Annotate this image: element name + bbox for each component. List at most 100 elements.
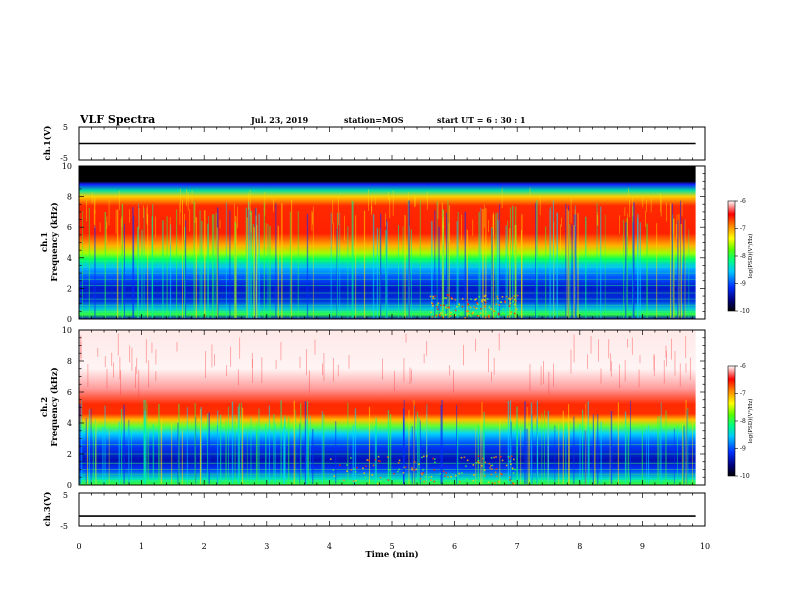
emission-dot	[490, 457, 493, 459]
emission-dot	[491, 309, 494, 312]
emission-dot	[412, 478, 415, 481]
emission-dot	[513, 295, 516, 297]
x-tick-label: 8	[577, 542, 582, 551]
emission-dot	[404, 466, 407, 469]
emission-dot	[434, 316, 437, 318]
emission-dot	[488, 305, 491, 308]
emission-dot	[510, 455, 513, 457]
date-label: Jul. 23, 2019	[250, 115, 309, 125]
emission-dot	[479, 312, 482, 314]
emission-dot	[454, 480, 457, 483]
emission-dot	[454, 309, 457, 312]
emission-dot	[486, 298, 489, 300]
emission-dot	[477, 455, 480, 457]
emission-dot	[467, 310, 470, 312]
emission-dot	[500, 472, 502, 475]
emission-dot	[419, 477, 422, 480]
emission-dot	[436, 306, 438, 308]
emission-dot	[398, 468, 400, 471]
emission-dot	[421, 456, 423, 459]
ch1-spectrogram-panel: 0 2 4 6 8 10 ch.1 Frequency (kHz)	[40, 162, 706, 324]
emission-dot	[388, 469, 390, 471]
y-tick-label: 2	[67, 450, 72, 459]
emission-dot	[494, 471, 497, 474]
emission-dot	[478, 315, 480, 317]
emission-dot	[484, 299, 486, 302]
emission-dot	[510, 463, 512, 465]
emission-dot	[469, 306, 472, 309]
emission-dot	[362, 467, 364, 470]
emission-dot	[498, 481, 501, 483]
emission-dot	[458, 481, 461, 483]
emission-dot	[512, 482, 514, 485]
emission-dot	[343, 479, 345, 482]
ch3-voltage-ylabel: ch.3(V)	[42, 492, 53, 527]
emission-dot	[431, 316, 434, 318]
x-tick-label: 1	[139, 542, 144, 551]
emission-dot	[497, 313, 500, 316]
emission-dot	[513, 458, 515, 461]
ch2-spectrogram-stripes	[79, 333, 696, 485]
x-tick-label: 2	[202, 542, 207, 551]
emission-dot	[447, 476, 449, 478]
emission-dot	[443, 297, 446, 299]
emission-dot	[504, 480, 507, 483]
colorbar-tick-label: -7	[740, 391, 746, 398]
emission-dot	[499, 455, 502, 458]
x-axis-label: Time (min)	[365, 549, 418, 560]
ch1-voltage-ylabel: ch.1(V)	[42, 126, 53, 161]
emission-dot	[380, 480, 382, 482]
emission-dot	[465, 465, 467, 468]
x-tick-label: 9	[640, 542, 645, 551]
emission-dot	[461, 298, 464, 300]
emission-dot	[368, 459, 370, 462]
colorbar-tick-label: -10	[740, 308, 750, 315]
emission-dot	[508, 476, 511, 478]
emission-dot	[432, 295, 435, 298]
x-tick-label: 6	[452, 542, 457, 551]
emission-dot	[436, 304, 438, 306]
emission-dot	[346, 470, 348, 473]
ch1-colorbar: -6 -7 -8 -9 -10 log(PSD)(V²/Hz)	[727, 198, 754, 315]
ch1-colorbar-gradient	[727, 200, 736, 312]
emission-dot	[466, 310, 468, 313]
emission-dot	[387, 456, 389, 458]
emission-dot	[475, 307, 478, 310]
emission-dot	[443, 304, 445, 307]
ch1-voltage-ytick-top: 5	[63, 123, 68, 132]
emission-dot	[513, 298, 516, 301]
ch1-spectrogram-channel-label: ch.1	[40, 232, 50, 252]
ch1-voltage-panel: 5 -5 ch.1(V)	[42, 123, 706, 163]
ch3-voltage-panel: 5 -5 ch.3(V)	[42, 491, 706, 531]
emission-dot	[445, 297, 447, 299]
emission-dot	[475, 462, 478, 464]
emission-dot	[448, 306, 451, 309]
emission-dot	[430, 475, 433, 478]
emission-dot	[450, 476, 452, 478]
emission-dot	[455, 474, 457, 477]
emission-dot	[418, 463, 420, 465]
emission-dot	[436, 312, 439, 315]
emission-dot	[504, 300, 506, 302]
emission-dot	[439, 472, 442, 475]
emission-dot	[495, 456, 497, 458]
emission-dot	[352, 480, 355, 483]
emission-dot	[441, 303, 444, 306]
start-time-label: start UT = 6 : 30 : 1	[437, 115, 526, 125]
emission-dot	[510, 311, 513, 313]
emission-dot	[397, 462, 400, 464]
x-tick-label: 4	[327, 542, 332, 551]
emission-dot	[372, 464, 375, 467]
emission-dot	[476, 302, 478, 304]
emission-dot	[480, 307, 482, 310]
x-tick-label: 0	[76, 542, 81, 551]
emission-dot	[461, 305, 464, 308]
emission-dot	[413, 469, 415, 471]
emission-dot	[354, 471, 357, 473]
emission-dot	[493, 456, 495, 459]
emission-dot	[387, 479, 390, 481]
emission-dot	[423, 480, 426, 483]
y-tick-label: 0	[67, 315, 72, 324]
emission-dot	[509, 460, 511, 463]
emission-dot	[496, 475, 498, 478]
